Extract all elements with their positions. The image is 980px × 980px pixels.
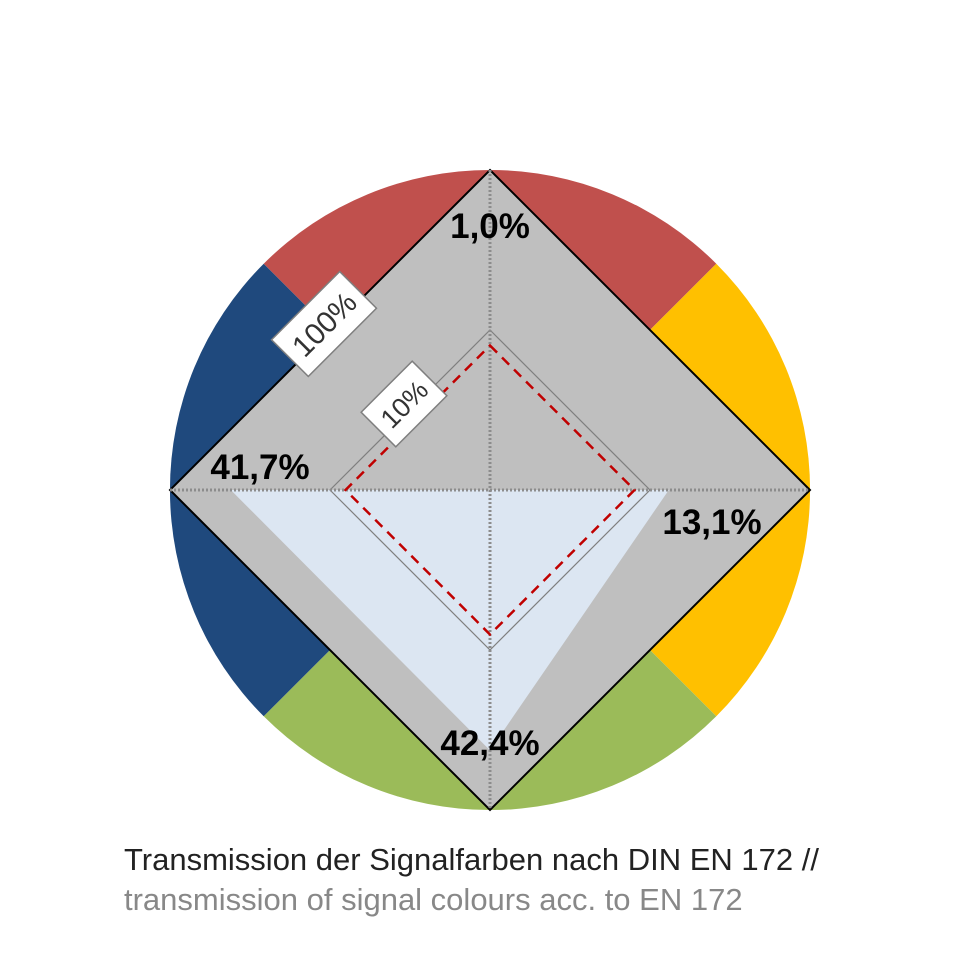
ring-label-100-box — [270, 270, 378, 378]
ring-label-10-box — [360, 360, 448, 448]
value-label-green: 42,4% — [440, 724, 539, 763]
value-label-yellow: 13,1% — [662, 503, 761, 542]
caption-english: transmission of signal colours acc. to E… — [124, 882, 743, 917]
caption-german: Transmission der Signalfarben nach DIN E… — [124, 842, 819, 877]
data-area — [230, 490, 669, 751]
value-label-red: 1,0% — [450, 207, 530, 246]
value-label-blue: 41,7% — [210, 448, 309, 487]
